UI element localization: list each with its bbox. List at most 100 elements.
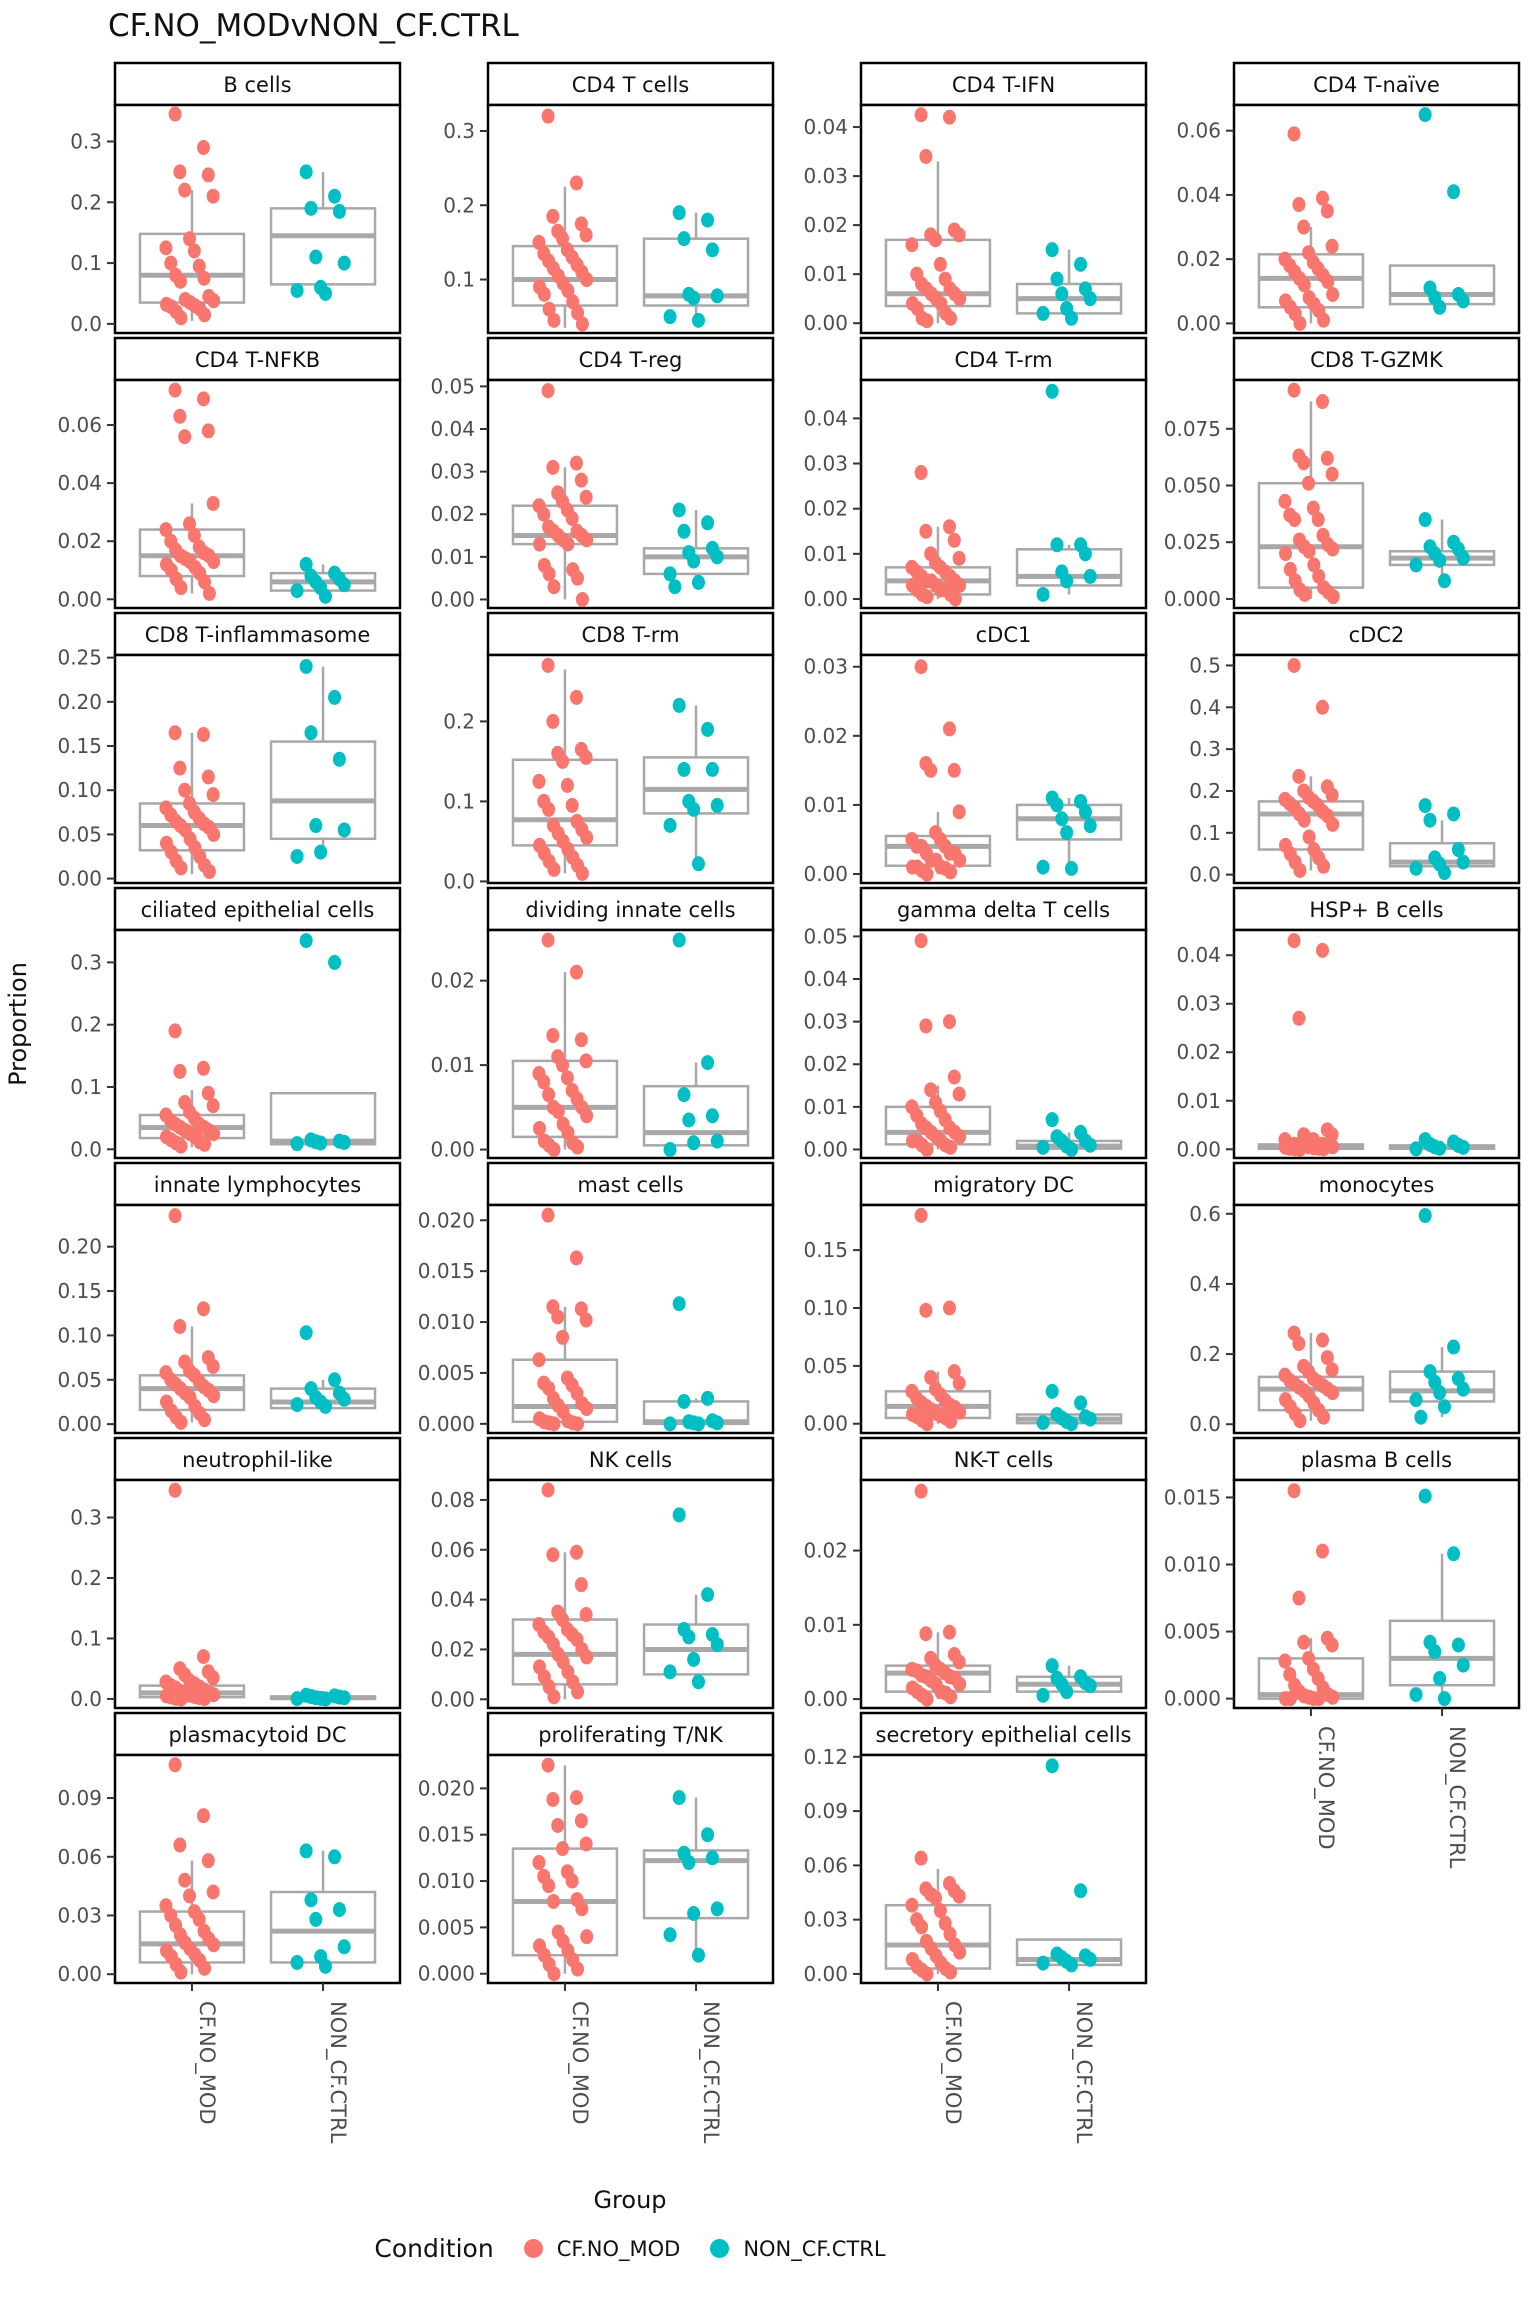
- data-point: [159, 522, 173, 538]
- data-point: [290, 848, 304, 864]
- data-point: [1447, 184, 1461, 200]
- facet-strip: [1232, 1436, 1521, 1482]
- data-point: [920, 313, 934, 329]
- data-point: [546, 1791, 560, 1807]
- data-point: [687, 1905, 701, 1921]
- data-point: [1437, 1399, 1451, 1415]
- y-tick-label: 0.05: [57, 822, 102, 846]
- data-point: [914, 1483, 928, 1499]
- data-point: [574, 472, 588, 488]
- y-tick-label: 0.04: [430, 417, 475, 441]
- data-point: [1050, 797, 1064, 813]
- facet-strip: [1232, 611, 1521, 657]
- facet-plasma B cells: plasma B cells 0.000 0.005 0.010 0.015 CF.NO_…: [1164, 1436, 1521, 1869]
- y-tick-label: 0.6: [1189, 1202, 1221, 1226]
- facet-panel: [859, 1478, 1148, 1710]
- facet-dividing innate cells: dividing innate cells 0.00 0.01 0.02: [430, 886, 775, 1162]
- facet-innate lymphocytes: innate lymphocytes 0.00 0.05 0.10 0.15 0.20: [57, 1161, 402, 1436]
- data-point: [663, 817, 677, 833]
- data-point: [569, 1250, 583, 1266]
- data-point: [952, 804, 966, 820]
- facet-plasmacytoid DC: plasmacytoid DC 0.00 0.03 0.06 0.09 CF.NO_MOD…: [57, 1711, 402, 2144]
- data-point: [318, 285, 332, 301]
- y-tick-label: 0.015: [418, 1259, 475, 1283]
- data-point: [942, 519, 956, 535]
- data-point: [1433, 1670, 1447, 1686]
- data-point: [944, 864, 958, 880]
- data-point: [299, 556, 313, 572]
- data-point: [919, 148, 933, 164]
- facet-title: migratory DC: [933, 1173, 1074, 1197]
- data-point: [196, 1649, 210, 1665]
- data-point: [953, 577, 967, 593]
- data-point: [663, 1664, 677, 1680]
- data-point: [1064, 860, 1078, 876]
- facet-title: CD4 T-reg: [579, 348, 683, 372]
- data-point: [580, 1108, 594, 1124]
- data-point: [174, 1138, 188, 1154]
- data-point: [579, 489, 593, 505]
- data-point: [574, 1032, 588, 1048]
- data-point: [556, 753, 570, 769]
- data-point: [546, 1893, 560, 1909]
- data-point: [574, 1577, 588, 1593]
- data-point: [332, 203, 346, 219]
- data-point: [207, 1937, 221, 1953]
- y-tick-label: 0.00: [803, 1412, 848, 1436]
- facet-monocytes: monocytes 0.0 0.2 0.4 0.6: [1189, 1161, 1521, 1436]
- y-tick-label: 0.075: [1164, 417, 1221, 441]
- data-point: [1283, 561, 1297, 577]
- y-tick-label: 0.00: [803, 862, 848, 886]
- data-point: [187, 243, 201, 259]
- data-point: [1451, 842, 1465, 858]
- data-point: [1437, 865, 1451, 881]
- data-point: [677, 1087, 691, 1103]
- data-point: [304, 725, 318, 741]
- facet-strip: [486, 886, 775, 932]
- facet-CD4 T-reg: CD4 T-reg 0.00 0.01 0.02 0.03 0.04 0.05: [430, 336, 775, 611]
- data-point: [1315, 394, 1329, 410]
- facet-strip: [486, 61, 775, 107]
- data-point: [571, 570, 585, 586]
- data-point: [1302, 475, 1316, 491]
- data-point: [1409, 1141, 1423, 1157]
- data-point: [580, 829, 594, 845]
- data-point: [579, 1836, 593, 1852]
- data-point: [701, 1390, 715, 1406]
- data-point: [551, 1309, 565, 1325]
- facet-title: NK cells: [589, 1448, 672, 1472]
- y-tick-label: 0.00: [803, 311, 848, 335]
- data-point: [710, 1636, 724, 1652]
- data-point: [565, 797, 579, 813]
- data-point: [1045, 1658, 1059, 1674]
- data-point: [290, 1397, 304, 1413]
- data-point: [1456, 1381, 1470, 1397]
- data-point: [542, 1087, 556, 1103]
- data-point: [187, 527, 201, 543]
- data-point: [546, 1547, 560, 1563]
- y-tick-label: 0.000: [1164, 587, 1221, 611]
- data-point: [1418, 512, 1432, 528]
- data-point: [197, 270, 211, 286]
- data-point: [1074, 1883, 1088, 1899]
- box: [1257, 481, 1365, 589]
- data-point: [541, 383, 555, 399]
- data-point: [571, 305, 585, 321]
- facet-strip: [1232, 1161, 1521, 1207]
- data-point: [1326, 1689, 1340, 1705]
- y-tick-label: 0.00: [430, 1687, 475, 1711]
- y-tick-label: 0.000: [418, 1412, 475, 1436]
- y-tick-label: 0.010: [418, 1310, 475, 1334]
- data-point: [1433, 552, 1447, 568]
- data-point: [1325, 238, 1339, 254]
- y-tick-label: 0.01: [803, 1095, 848, 1119]
- facet-title: dividing innate cells: [525, 898, 735, 922]
- data-point: [1083, 1678, 1097, 1694]
- data-point: [1325, 1127, 1339, 1143]
- data-point: [1055, 811, 1069, 827]
- data-point: [547, 1689, 561, 1705]
- y-tick-label: 0.02: [803, 1539, 848, 1563]
- data-point: [290, 583, 304, 599]
- data-point: [663, 1142, 677, 1158]
- facet-strip: [113, 61, 402, 107]
